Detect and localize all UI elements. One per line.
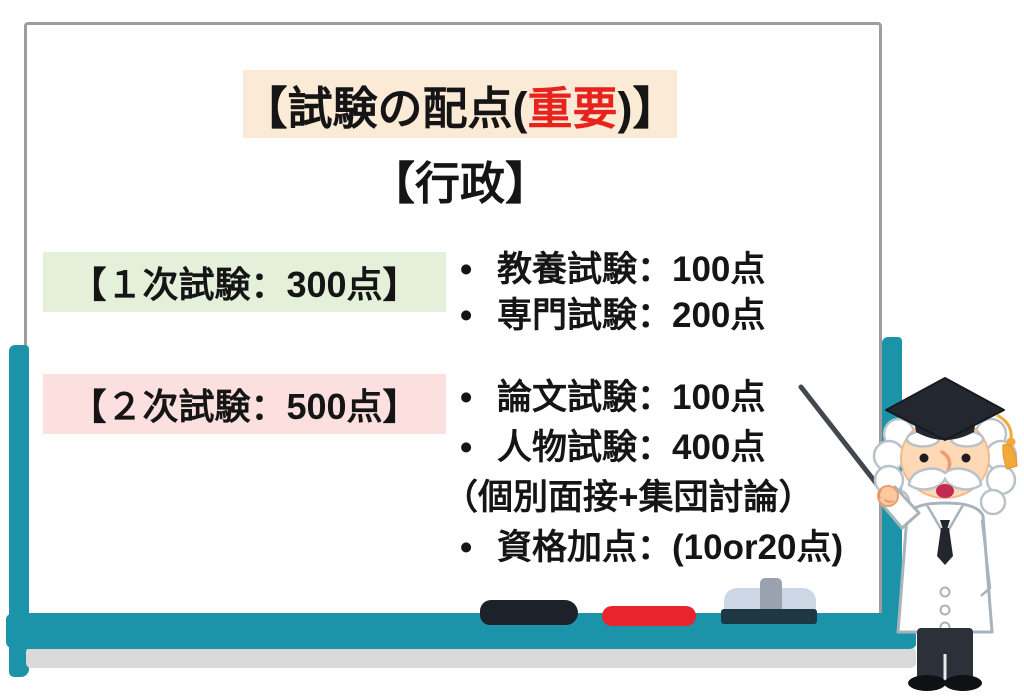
bullet-dot: • [460,428,473,467]
list-item: • 専門試験：200点 [452,293,765,339]
list-item: • 教養試験：100点 [452,247,765,293]
list-item-text: 教養試験：100点 [497,250,766,289]
red-marker-icon [602,606,696,626]
title-highlight: 重要 [527,82,618,134]
title-banner: 【試験の配点(重要)】 [243,70,678,138]
professor-tie [937,520,953,565]
eraser-base [721,609,817,624]
whiteboard-eraser-icon [718,576,820,626]
category-subtitle: 【行政】 [369,158,550,209]
bullet-dot: • [460,528,473,567]
second-exam-items: • 論文試験：100点 • 人物試験：400点 （個別面接+集団討論） • 資格加点：… [443,373,843,573]
list-item-text: 資格加点：(10or20点) [497,528,844,567]
bullet-dot: • [460,296,473,335]
tray-shadow [26,647,916,668]
first-exam-label: 【１次試験：300点】 [43,252,446,312]
professor-illustration [798,377,1018,691]
bullet-dot: • [460,250,473,289]
list-item-text: 人物試験：400点 [497,428,766,467]
professor-legs [908,628,982,691]
coat-buttons [939,586,951,633]
mortarboard-cap-icon [885,377,1018,470]
professor-arm-and-hand [877,485,921,530]
title-prefix: 【試験の配点( [242,82,528,134]
list-item-note: （個別面接+集団討論） [443,473,843,523]
list-item: • 論文試験：100点 [452,373,843,423]
list-item: • 人物試験：400点 [452,423,843,473]
list-item-text: 論文試験：100点 [497,378,766,417]
title-suffix: )】 [617,82,678,134]
list-item-text: 専門試験：200点 [497,296,766,335]
black-marker-icon [480,600,578,625]
second-exam-label: 【２次試験：500点】 [43,374,446,434]
eraser-handle [760,578,782,616]
whiteboard-left-leg [9,345,29,677]
list-item: • 資格加点：(10or20点) [452,523,843,573]
first-exam-items: • 教養試験：100点 • 専門試験：200点 [452,247,765,339]
professor-face [900,417,990,499]
bullet-dot: • [460,378,473,417]
page-title: 【試験の配点(重要)】 [243,72,678,137]
list-item-text: （個別面接+集団討論） [443,478,814,517]
